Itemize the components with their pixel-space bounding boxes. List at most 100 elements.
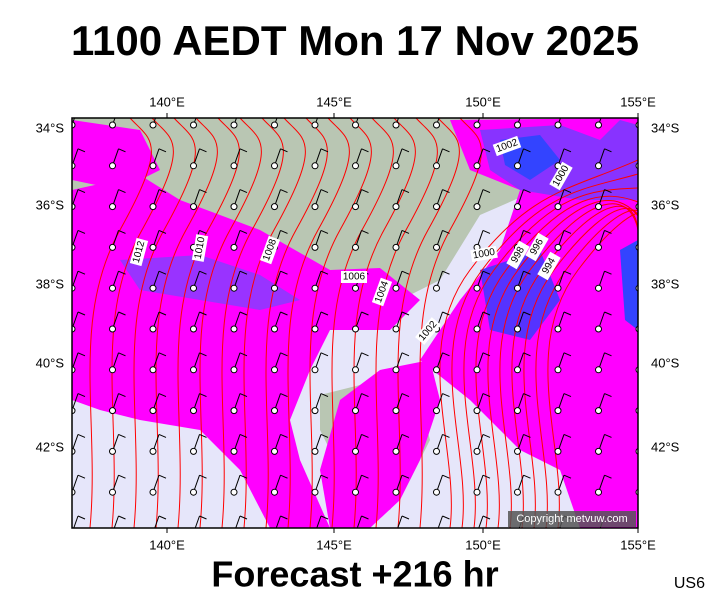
barb-feather <box>604 189 612 194</box>
station <box>109 203 116 211</box>
station <box>190 284 197 292</box>
barb-feather <box>361 189 369 194</box>
station <box>555 530 561 536</box>
barb-feather <box>281 108 288 111</box>
station <box>433 162 440 170</box>
isobar <box>353 118 416 528</box>
station <box>271 488 278 496</box>
barb-feather <box>239 433 248 438</box>
barb-feather <box>280 148 288 153</box>
station <box>190 121 197 129</box>
barb-feather <box>77 148 86 153</box>
barb-feather <box>401 515 410 520</box>
station <box>149 162 157 170</box>
station <box>635 244 638 251</box>
barb-feather <box>199 311 207 316</box>
station <box>271 447 278 455</box>
station <box>69 530 75 536</box>
station <box>473 284 481 292</box>
station <box>149 366 157 374</box>
barb-feather <box>320 189 329 194</box>
station <box>352 447 359 455</box>
barb-feather <box>401 311 410 316</box>
barb-staff <box>113 515 119 528</box>
barb-feather <box>645 475 652 478</box>
station <box>231 530 237 536</box>
station <box>271 407 278 415</box>
barb-staff <box>639 312 645 329</box>
station <box>433 366 440 374</box>
station <box>352 121 359 129</box>
barb-feather <box>645 149 652 152</box>
station <box>230 447 238 455</box>
isobar <box>475 195 638 528</box>
barb-feather <box>158 148 167 153</box>
lat-label: 36°S <box>36 197 65 212</box>
barb-feather <box>645 394 652 397</box>
station <box>392 162 400 170</box>
barb-feather <box>77 189 86 194</box>
barb-feather <box>320 474 329 479</box>
barb-feather <box>118 189 126 194</box>
barb-feather <box>118 474 126 479</box>
barb-feather <box>645 230 652 233</box>
barb-feather <box>563 474 572 479</box>
barb-feather <box>563 189 572 194</box>
barb-staff <box>639 516 645 533</box>
isobar-label-bg <box>537 251 561 281</box>
station <box>109 162 116 170</box>
station <box>311 162 319 170</box>
barb-feather <box>239 311 248 316</box>
station <box>392 447 400 455</box>
station <box>149 325 157 333</box>
station <box>473 488 481 496</box>
isobar <box>287 118 350 528</box>
isobar-label-bg <box>341 271 367 283</box>
station <box>109 447 116 455</box>
isobar-label: 1006 <box>341 271 367 283</box>
station <box>312 530 318 536</box>
isobar-label-bg <box>506 240 530 270</box>
station <box>392 203 400 211</box>
precip-purple <box>120 255 300 310</box>
barb-feather <box>280 393 288 398</box>
station <box>514 488 521 496</box>
barb-feather <box>442 515 450 520</box>
barb-feather <box>563 148 572 153</box>
station <box>230 325 238 333</box>
barb-feather <box>645 190 652 193</box>
barb-feather <box>564 108 571 111</box>
barb-feather <box>482 148 491 153</box>
isobar <box>535 209 638 528</box>
lon-label: 155°E <box>620 94 656 109</box>
lon-label: 140°E <box>149 94 185 109</box>
barb-feather <box>605 108 612 111</box>
station <box>514 325 521 333</box>
barb-feather <box>443 108 450 111</box>
station <box>636 530 642 536</box>
barb-feather <box>199 148 207 153</box>
station <box>271 121 278 129</box>
station <box>433 203 440 211</box>
station <box>190 203 197 211</box>
station <box>230 284 238 292</box>
station <box>515 530 521 536</box>
station <box>149 121 157 129</box>
barb-feather <box>158 515 167 520</box>
station <box>433 243 440 251</box>
station <box>514 447 521 455</box>
barb-feather <box>118 515 126 520</box>
isobar-label-text: 1006 <box>343 272 366 283</box>
barb-staff <box>639 149 645 166</box>
station <box>109 121 116 129</box>
barb-feather <box>77 433 86 438</box>
barb-feather <box>361 433 369 438</box>
isobar <box>309 118 372 528</box>
station <box>311 284 319 292</box>
station <box>514 121 521 129</box>
barb-feather <box>199 474 207 479</box>
barb-feather <box>645 434 652 437</box>
barb-staff <box>154 515 160 528</box>
station <box>149 243 157 251</box>
